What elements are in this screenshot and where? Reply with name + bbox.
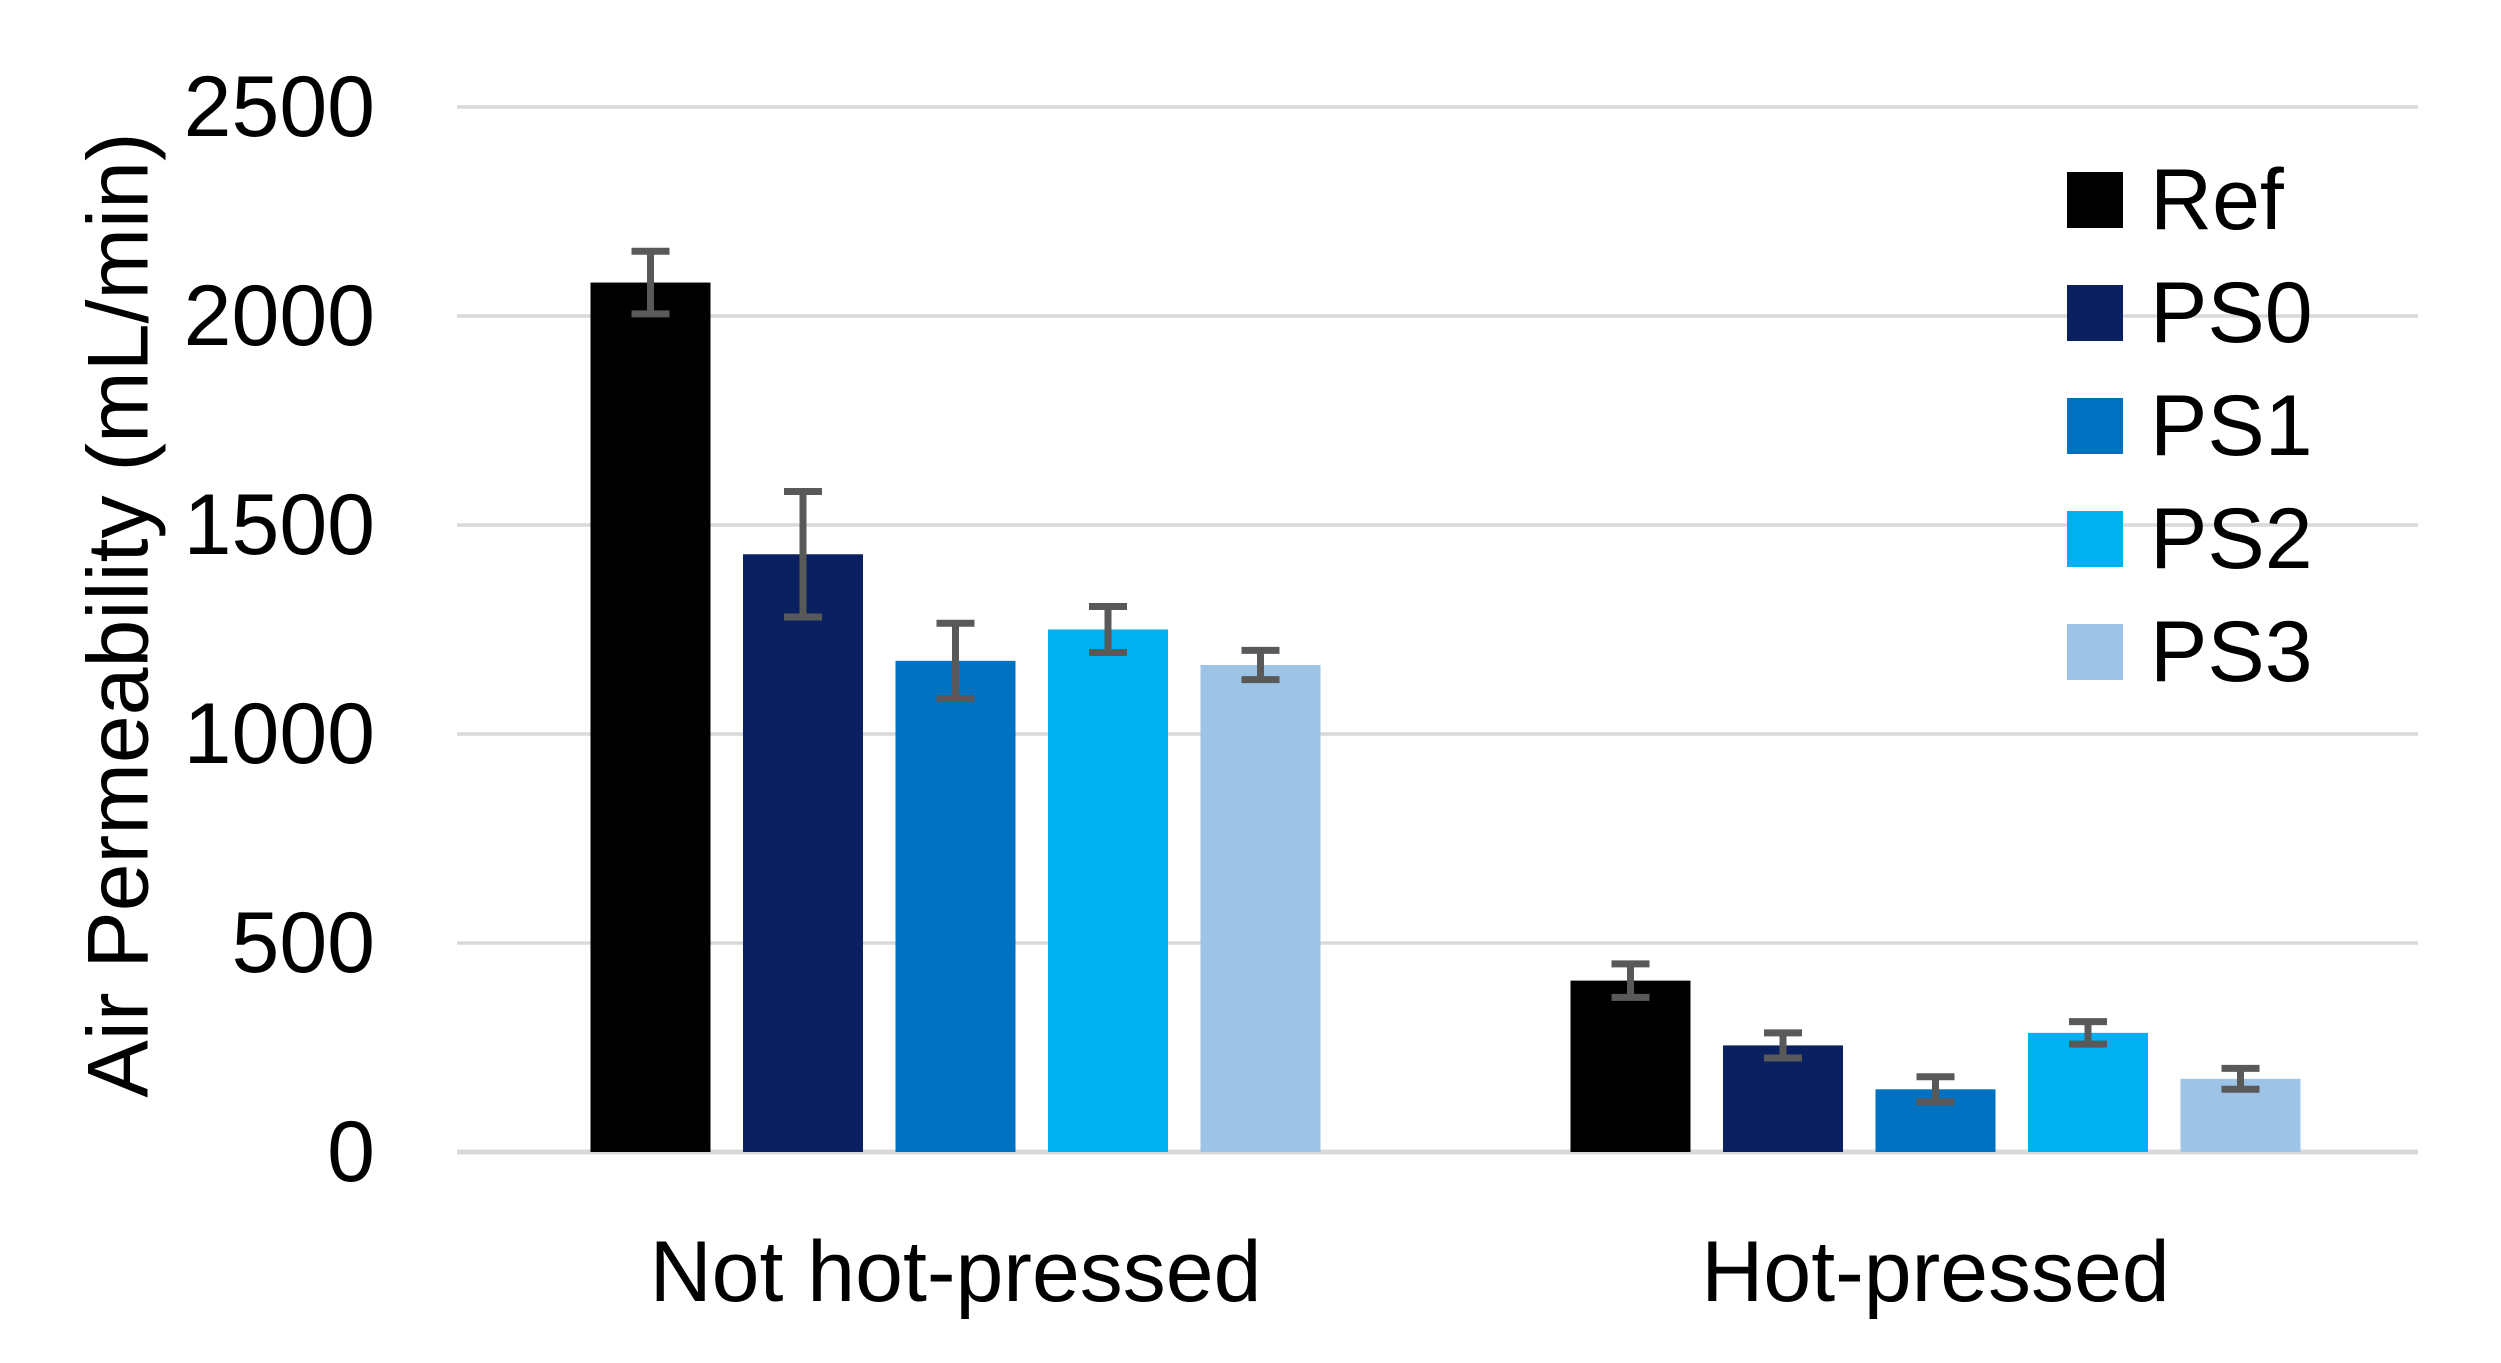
legend-swatch-ps3 <box>2067 624 2123 680</box>
legend-swatch-ps2 <box>2067 511 2123 567</box>
legend-item-ps0: PS0 <box>2067 265 2313 361</box>
legend-label: Ref <box>2150 152 2284 248</box>
error-bar-ref-1 <box>1611 960 1650 1001</box>
legend-swatch-ps0 <box>2067 285 2123 341</box>
legend-label: PS3 <box>2150 604 2313 700</box>
bar-ref-1 <box>1570 980 1691 1152</box>
x-category-label: Hot-pressed <box>1701 1224 2170 1320</box>
error-bar-ps1-1 <box>1916 1073 1955 1106</box>
y-tick-label: 0 <box>327 1104 375 1200</box>
legend-label: PS2 <box>2150 491 2313 587</box>
legend-item-ps2: PS2 <box>2067 491 2313 587</box>
error-bar-ps2-1 <box>2069 1018 2107 1048</box>
error-bar-ps0-0 <box>784 488 822 621</box>
error-bar-ps2-0 <box>1089 603 1127 656</box>
error-bar-ref-0 <box>631 247 670 318</box>
legend-swatch-ps1 <box>2067 398 2123 454</box>
legend-item-ps3: PS3 <box>2067 604 2313 700</box>
error-bar-ps3-1 <box>2221 1064 2260 1093</box>
bar-ps2-1 <box>2028 1032 2148 1152</box>
y-tick-label: 2000 <box>183 268 375 364</box>
y-tick-label: 1000 <box>183 686 375 782</box>
legend-item-ref: Ref <box>2067 152 2284 248</box>
bar-ps0-0 <box>743 554 863 1152</box>
x-category-label: Not hot-pressed <box>649 1224 1262 1320</box>
bar-ps0-1 <box>1723 1045 1843 1152</box>
bar-ps3-0 <box>1200 665 1321 1152</box>
bar-ps1-0 <box>895 660 1016 1152</box>
legend-label: PS1 <box>2150 378 2313 474</box>
legend-label: PS0 <box>2150 265 2313 361</box>
bar-ps2-0 <box>1048 629 1168 1152</box>
legend-item-ps1: PS1 <box>2067 378 2313 474</box>
legend-swatch-ref <box>2067 172 2123 228</box>
error-bar-ps1-0 <box>936 619 975 702</box>
error-bar-ps0-1 <box>1764 1029 1802 1062</box>
y-tick-label: 1500 <box>183 477 375 573</box>
error-bar-ps3-0 <box>1241 646 1280 684</box>
bar-ref-0 <box>590 282 711 1152</box>
y-tick-label: 500 <box>231 895 376 991</box>
y-tick-label: 2500 <box>183 59 375 155</box>
